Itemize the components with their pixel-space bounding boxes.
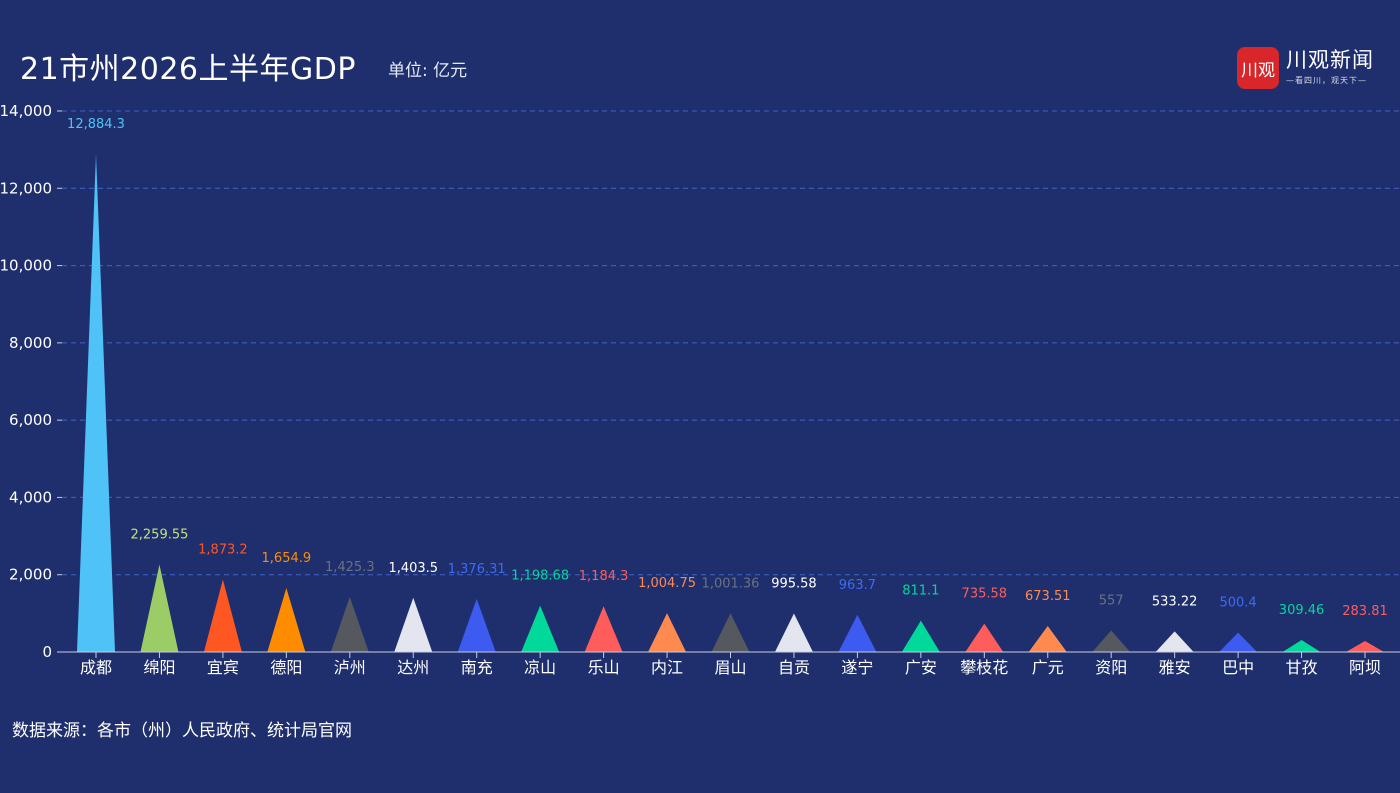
x-tick-label: 遂宁 bbox=[841, 658, 873, 677]
chart-title: 21市州2026上半年GDP bbox=[20, 52, 356, 87]
x-tick-label: 德阳 bbox=[270, 658, 302, 677]
x-tick-label: 泸州 bbox=[334, 658, 366, 677]
x-tick-label: 阿坝 bbox=[1349, 658, 1381, 677]
x-tick-label: 成都 bbox=[80, 658, 112, 677]
y-tick-label: 14,000 bbox=[0, 102, 52, 120]
bar-甘孜 bbox=[1282, 640, 1321, 652]
y-axis-ticks: 0 2,000 4,000 6,000 8,000 10,000 12,000 14,000 bbox=[0, 102, 62, 661]
y-tick-label: 4,000 bbox=[9, 488, 52, 506]
bar-阿坝 bbox=[1346, 641, 1384, 652]
value-label: 533.22 bbox=[1152, 594, 1198, 609]
bar-泸州 bbox=[330, 596, 369, 652]
x-axis-labels: 成都 绵阳 宜宾 德阳 泸州 达州 南充 凉山 乐山 内江 眉山 自贡 遂宁 广安 攀枝花 广元 资阳 雅安 巴中 甘… bbox=[80, 652, 1381, 677]
y-tick-label: 8,000 bbox=[9, 334, 52, 352]
logo-text: 川观新闻 —看四川，观天下— bbox=[1286, 47, 1374, 86]
bar-成都 bbox=[77, 154, 115, 652]
bar-攀枝花 bbox=[965, 623, 1004, 652]
value-label: 995.58 bbox=[771, 577, 817, 592]
x-tick-label: 攀枝花 bbox=[960, 658, 1008, 677]
x-tick-label: 绵阳 bbox=[143, 658, 175, 677]
value-label: 500.4 bbox=[1219, 596, 1256, 611]
x-tick-label: 广元 bbox=[1032, 658, 1064, 677]
x-tick-label: 资阳 bbox=[1095, 658, 1127, 677]
value-label: 811.1 bbox=[902, 584, 939, 599]
logo-name: 川观新闻 bbox=[1286, 48, 1374, 72]
bar-绵阳 bbox=[140, 564, 179, 652]
value-label: 1,873.2 bbox=[198, 543, 248, 558]
x-tick-label: 甘孜 bbox=[1286, 658, 1318, 677]
brand-logo: 川观 川观新闻 —看四川，观天下— bbox=[1237, 47, 1374, 89]
bar-眉山 bbox=[711, 613, 750, 652]
data-source: 数据来源：各市（州）人民政府、统计局官网 bbox=[12, 721, 352, 741]
bar-资阳 bbox=[1092, 630, 1131, 652]
x-tick-label: 眉山 bbox=[714, 658, 746, 677]
value-label: 283.81 bbox=[1342, 604, 1388, 619]
value-label: 1,654.9 bbox=[262, 551, 312, 566]
value-label: 1,425.3 bbox=[325, 560, 375, 575]
logo-mark: 川观 bbox=[1237, 47, 1279, 89]
unit-label: 单位: 亿元 bbox=[388, 61, 468, 81]
x-tick-label: 内江 bbox=[651, 658, 683, 677]
value-label: 1,001.36 bbox=[702, 576, 760, 591]
x-tick-label: 南充 bbox=[461, 658, 493, 677]
value-label: 1,004.75 bbox=[638, 576, 696, 591]
value-label: 557 bbox=[1099, 593, 1124, 608]
value-label: 2,259.55 bbox=[131, 528, 189, 543]
x-tick-label: 广安 bbox=[905, 658, 937, 677]
y-tick-label: 6,000 bbox=[9, 411, 52, 429]
y-tick-label: 0 bbox=[42, 643, 52, 661]
x-tick-label: 雅安 bbox=[1159, 658, 1191, 677]
grid-lines bbox=[62, 110, 1400, 576]
bar-雅安 bbox=[1155, 631, 1194, 652]
bar-广元 bbox=[1028, 625, 1067, 652]
value-label: 12,884.3 bbox=[67, 117, 125, 132]
y-tick-label: 10,000 bbox=[0, 257, 52, 275]
bar-遂宁 bbox=[838, 614, 877, 652]
value-label: 1,184.3 bbox=[579, 569, 629, 584]
x-tick-label: 宜宾 bbox=[207, 658, 239, 677]
bars bbox=[77, 154, 1384, 652]
value-label: 1,198.68 bbox=[511, 569, 569, 584]
y-tick-label: 2,000 bbox=[9, 566, 52, 584]
value-label: 1,403.5 bbox=[388, 561, 438, 576]
x-tick-label: 达州 bbox=[397, 658, 429, 677]
bar-内江 bbox=[648, 613, 687, 652]
bar-凉山 bbox=[521, 605, 560, 652]
bar-巴中 bbox=[1219, 632, 1258, 652]
bar-达州 bbox=[394, 597, 433, 652]
bar-广安 bbox=[901, 620, 940, 652]
bar-南充 bbox=[457, 598, 496, 652]
logo-slogan: —看四川，观天下— bbox=[1286, 76, 1367, 85]
bar-宜宾 bbox=[203, 579, 242, 652]
bar-自贡 bbox=[774, 613, 813, 652]
bar-德阳 bbox=[267, 588, 306, 652]
bar-乐山 bbox=[584, 606, 623, 652]
x-tick-label: 自贡 bbox=[778, 658, 810, 677]
value-label: 673.51 bbox=[1025, 589, 1071, 604]
x-tick-label: 乐山 bbox=[588, 658, 620, 677]
value-label: 963.7 bbox=[839, 578, 876, 593]
value-label: 1,376.31 bbox=[448, 562, 506, 577]
value-label: 735.58 bbox=[962, 587, 1008, 602]
value-label: 309.46 bbox=[1279, 603, 1325, 618]
value-labels: 12,884.3 2,259.55 1,873.2 1,654.9 1,425.3 1,4… bbox=[67, 117, 1388, 619]
x-tick-label: 凉山 bbox=[524, 658, 556, 677]
x-tick-label: 巴中 bbox=[1222, 658, 1254, 677]
y-tick-label: 12,000 bbox=[0, 179, 52, 197]
